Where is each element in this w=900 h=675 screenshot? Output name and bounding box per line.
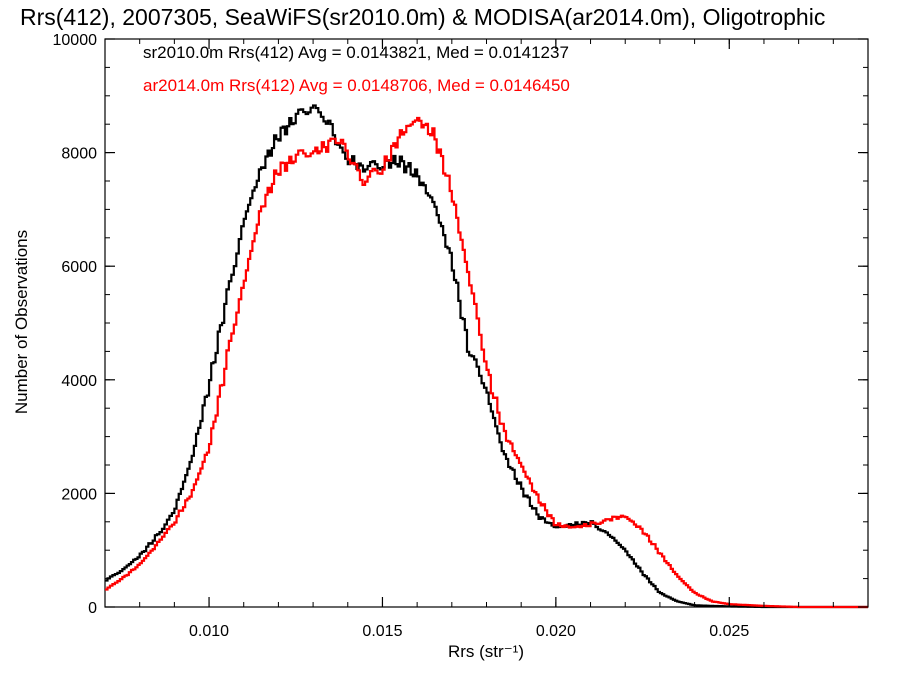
legend-entry-modisa: ar2014.0m Rrs(412) Avg = 0.0148706, Med …	[143, 76, 570, 95]
plot-area	[104, 38, 869, 608]
y-axis-ticks: 0 2000 4000 6000 8000 10000	[53, 32, 868, 617]
x-axis-label: Rrs (str⁻¹)	[448, 642, 524, 661]
x-tick-label: 0.025	[709, 623, 749, 640]
series-layer	[105, 104, 868, 609]
y-tick-label: 2000	[61, 486, 97, 503]
y-tick-label: 10000	[53, 32, 98, 49]
legend-entry-seawifs: sr2010.0m Rrs(412) Avg = 0.0143821, Med …	[143, 43, 569, 62]
plot-frame	[104, 38, 869, 608]
y-axis-label: Number of Observations	[12, 230, 31, 414]
y-tick-label: 0	[88, 600, 97, 617]
x-tick-label: 0.020	[536, 623, 576, 640]
series-line-0	[105, 104, 868, 609]
y-tick-label: 4000	[61, 373, 97, 390]
x-axis-ticks: 0.010 0.015 0.020 0.025	[104, 39, 869, 640]
x-tick-label: 0.010	[189, 623, 229, 640]
chart-title: Rrs(412), 2007305, SeaWiFS(sr2010.0m) & …	[20, 4, 825, 30]
y-tick-label: 8000	[61, 146, 97, 163]
y-tick-label: 6000	[61, 259, 97, 276]
series-line-1	[105, 116, 868, 609]
x-tick-label: 0.015	[362, 623, 402, 640]
